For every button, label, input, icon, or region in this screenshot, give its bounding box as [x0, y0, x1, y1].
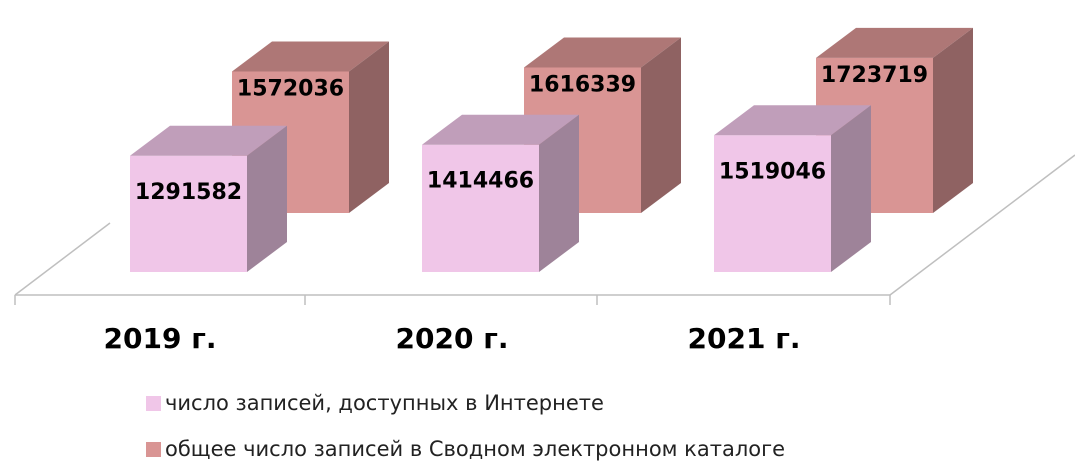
legend-label: число записей, доступных в Интернете [165, 391, 604, 415]
legend-swatch [146, 396, 161, 411]
floor [14, 154, 1075, 305]
legend-swatch [146, 442, 161, 457]
bar-front [130, 155, 247, 272]
x-tick-label: 2020 г. [396, 322, 509, 355]
bar [130, 125, 287, 272]
bar [714, 105, 871, 272]
bar [422, 114, 579, 272]
x-tick-label: 2019 г. [104, 322, 217, 355]
data-label: 1519046 [719, 159, 826, 184]
bar-top [816, 27, 973, 58]
data-label: 1616339 [529, 73, 636, 98]
bar-top [232, 41, 389, 72]
legend-label: общее число записей в Сводном электронно… [165, 437, 785, 461]
floor-side [14, 222, 111, 296]
data-label: 1723719 [821, 63, 928, 88]
bar-side [641, 37, 681, 213]
bar-front [714, 135, 831, 272]
floor-side [889, 154, 1075, 296]
data-label: 1414466 [427, 169, 534, 194]
bar-side [247, 125, 287, 272]
data-label: 1291582 [135, 180, 242, 205]
data-label: 1572036 [237, 77, 344, 102]
bar-front [422, 144, 539, 272]
bar-top [422, 114, 579, 145]
x-tick-label: 2021 г. [688, 322, 801, 355]
bar-side [933, 27, 973, 213]
bar-side [831, 105, 871, 272]
bar-top [130, 125, 287, 156]
bar-top [714, 105, 871, 136]
bar-side [349, 41, 389, 214]
bar-side [539, 114, 579, 272]
bar-top [524, 37, 681, 68]
